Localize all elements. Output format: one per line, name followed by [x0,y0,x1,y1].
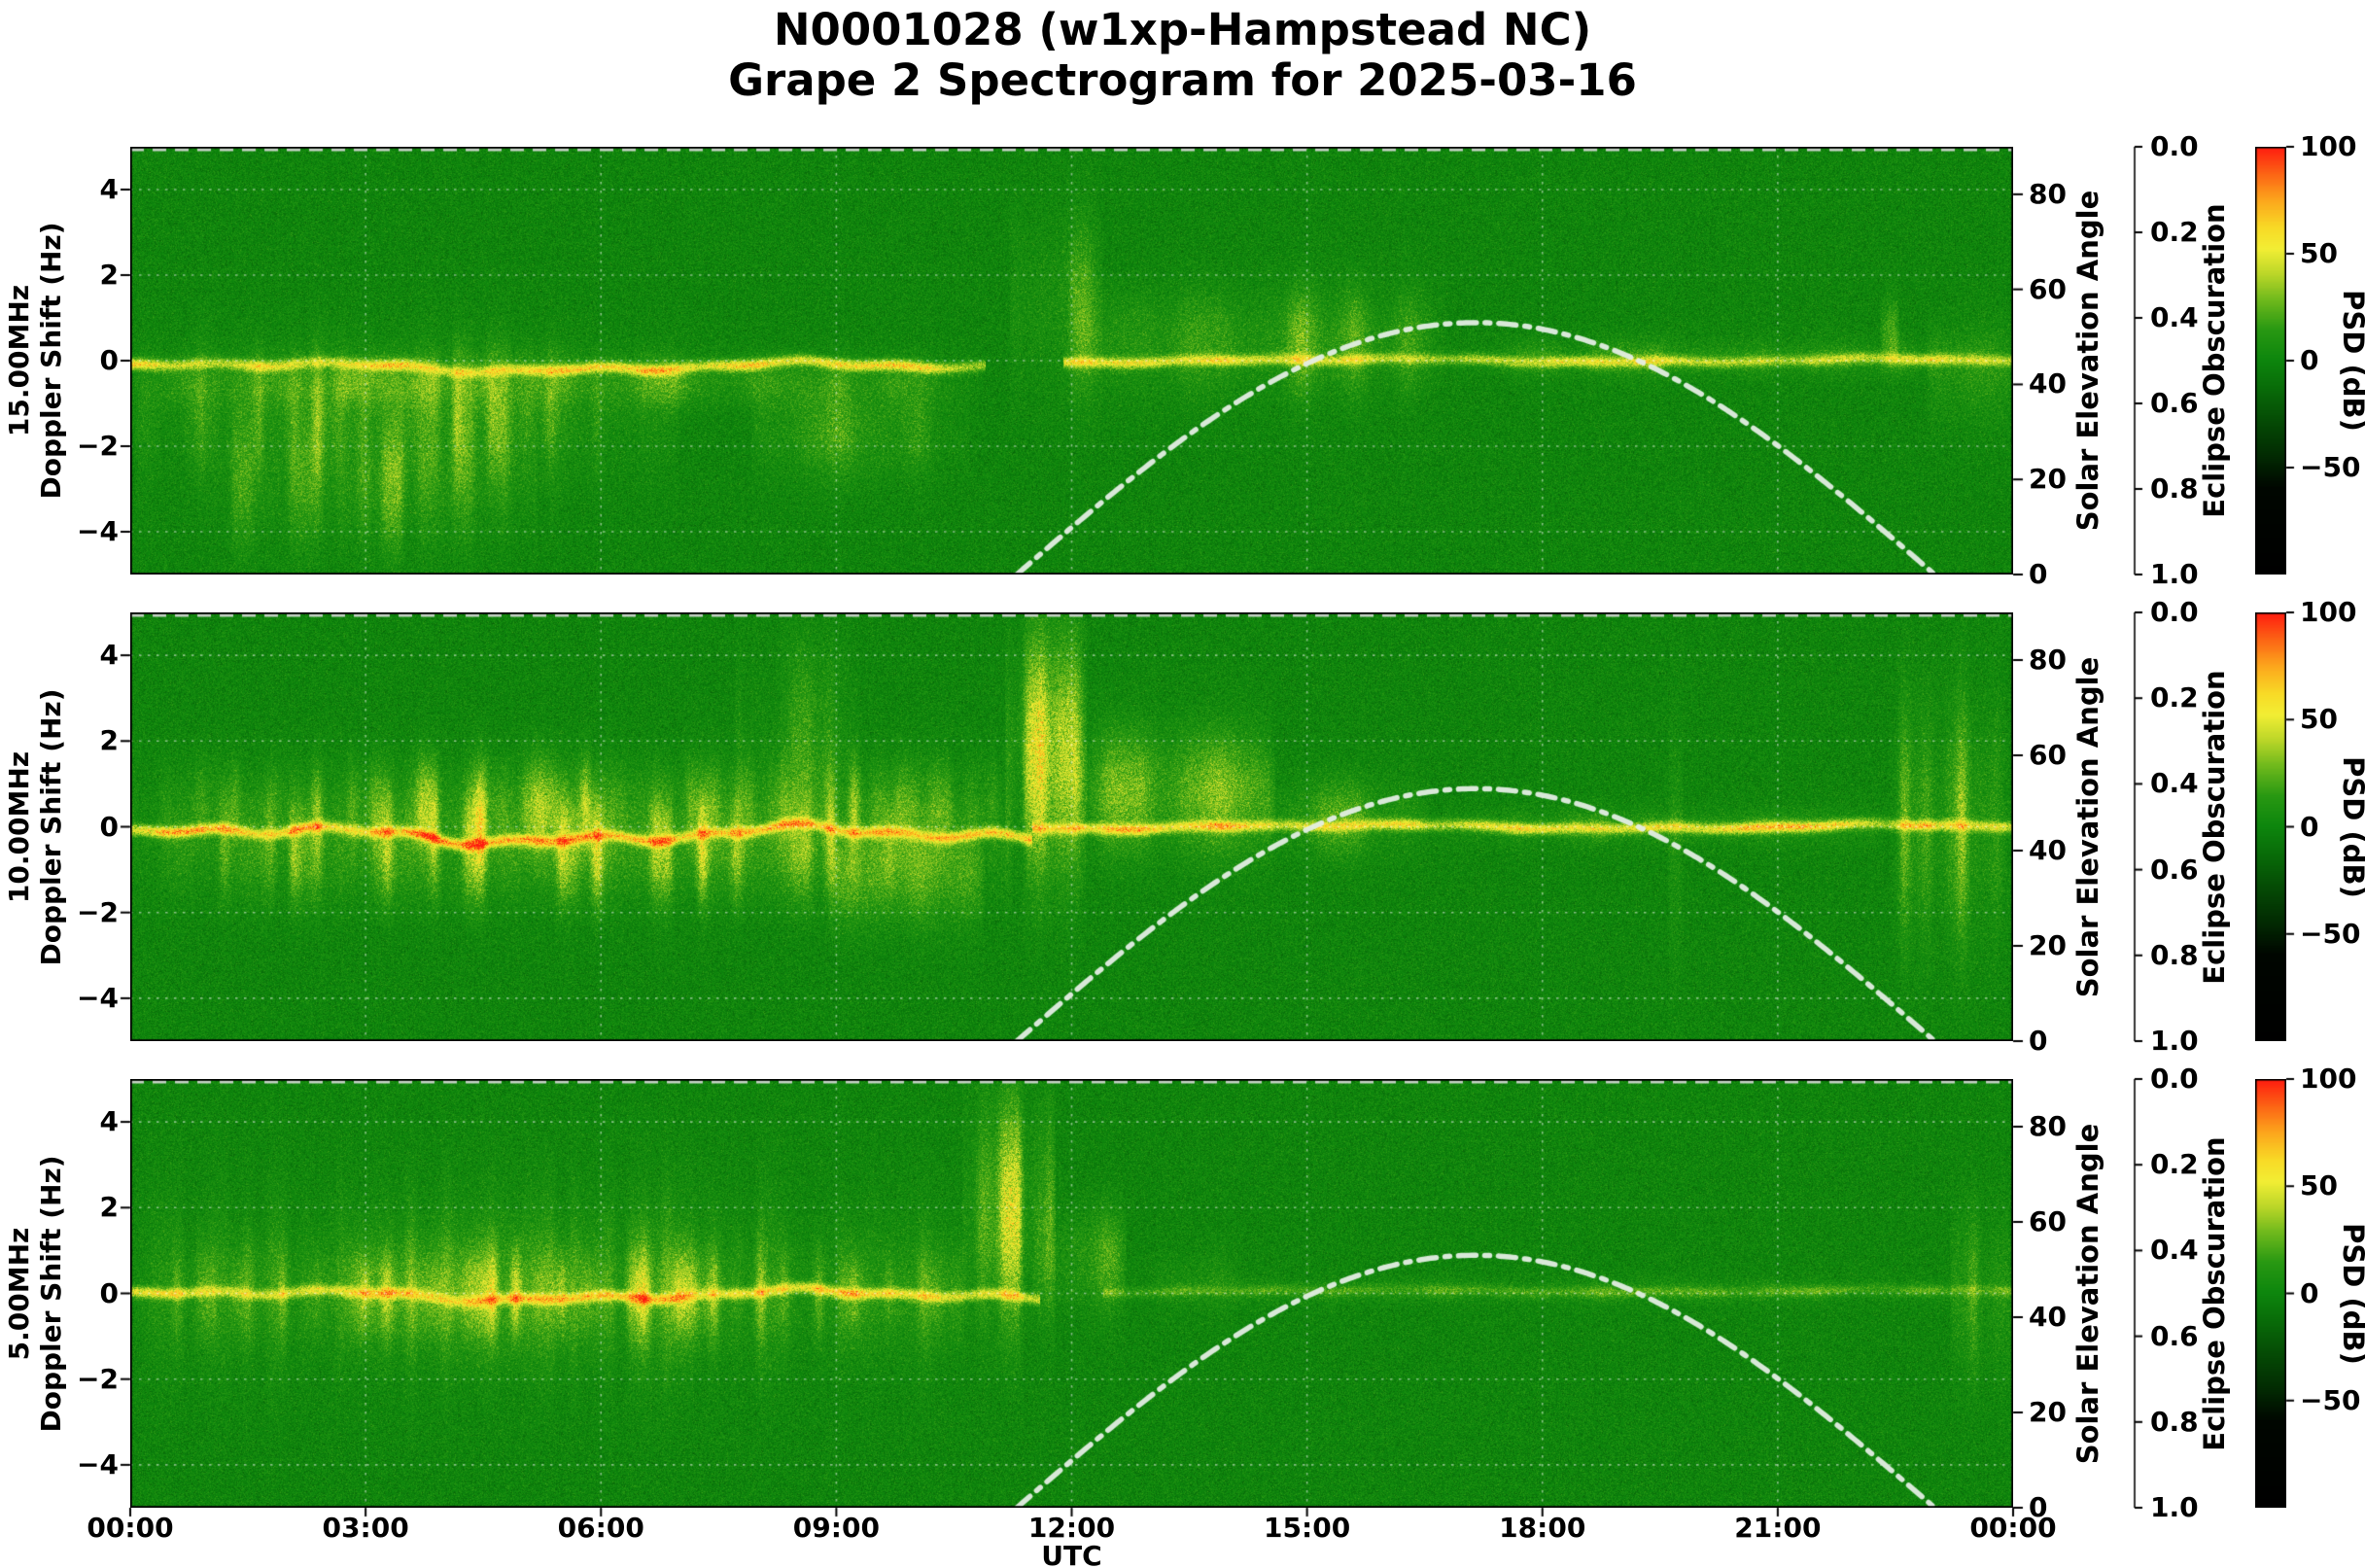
psd-tick-label: 100 [2300,1063,2357,1095]
eclipse-axis-title: Eclipse Obscuration [2198,669,2231,985]
x-tick-label: 09:00 [792,1512,880,1544]
solar-tick-label: 0 [2029,1491,2048,1523]
solar-axis-title: Solar Elevation Angle [2071,190,2104,532]
eclipse-tick-label: 0.2 [2150,681,2199,714]
psd-tick-label: 50 [2300,237,2338,269]
solar-tick-label: 20 [2029,929,2067,961]
psd-colorbar-1000mhz [2255,612,2286,1041]
solar-tick-label: 60 [2029,739,2067,771]
eclipse-tick-label: 1.0 [2150,558,2199,590]
doppler-tick-label: 4 [99,639,119,672]
doppler-tick-label: 0 [99,810,119,843]
spectrogram-canvas-1000mhz [130,612,2013,1041]
eclipse-tick-label: 0.0 [2150,130,2199,162]
doppler-axis-label-freq: 5.00MHz [3,1227,35,1360]
solar-tick-label: 80 [2029,177,2067,210]
psd-colorbar-title: PSD (dB) [2337,755,2365,898]
eclipse-tick-label: 0.4 [2150,767,2199,800]
eclipse-tick-label: 0.8 [2150,938,2199,971]
x-tick-label: 00:00 [1969,1512,2057,1544]
psd-tick-label: −50 [2300,917,2361,950]
x-tick-label: 15:00 [1264,1512,1351,1544]
eclipse-tick-label: 0.6 [2150,853,2199,886]
eclipse-axis-title: Eclipse Obscuration [2198,1135,2231,1451]
spectrogram-canvas-500mhz [130,1079,2013,1508]
psd-tick-label: 0 [2300,344,2319,376]
x-tick-label: 18:00 [1499,1512,1586,1544]
doppler-tick-label: −2 [77,1362,119,1395]
eclipse-tick-label: 0.4 [2150,1234,2199,1267]
psd-tick-label: 100 [2300,596,2357,628]
doppler-tick-label: −2 [77,430,119,462]
solar-tick-label: 60 [2029,1205,2067,1237]
doppler-tick-label: 2 [99,724,119,757]
psd-colorbar-1500mhz [2255,147,2286,575]
eclipse-tick-label: 1.0 [2150,1491,2199,1523]
psd-tick-label: 50 [2300,1169,2338,1202]
eclipse-tick-label: 0.4 [2150,301,2199,333]
eclipse-tick-label: 0.0 [2150,1063,2199,1095]
spectrogram-canvas-1500mhz [130,147,2013,575]
eclipse-tick-label: 0.8 [2150,1405,2199,1438]
psd-colorbar-title: PSD (dB) [2337,1222,2365,1365]
psd-tick-label: −50 [2300,451,2361,483]
x-tick-label: 21:00 [1734,1512,1822,1544]
solar-tick-label: 80 [2029,1110,2067,1142]
eclipse-tick-label: 0.8 [2150,472,2199,505]
doppler-tick-label: −4 [77,515,119,547]
psd-tick-label: 100 [2300,130,2357,162]
solar-tick-label: 20 [2029,1396,2067,1428]
doppler-axis-label-freq: 10.00MHz [3,750,35,903]
solar-tick-label: 40 [2029,367,2067,401]
doppler-tick-label: 0 [99,1276,119,1309]
doppler-tick-label: −4 [77,1447,119,1481]
eclipse-tick-label: 0.2 [2150,1148,2199,1181]
psd-tick-label: −50 [2300,1383,2361,1416]
solar-axis-title: Solar Elevation Angle [2071,1123,2104,1464]
solar-tick-label: 40 [2029,834,2067,866]
solar-tick-label: 20 [2029,463,2067,496]
eclipse-tick-label: 0.6 [2150,387,2199,419]
eclipse-axis-title: Eclipse Obscuration [2198,203,2231,518]
x-tick-label: 03:00 [322,1512,409,1544]
eclipse-tick-label: 0.2 [2150,216,2199,248]
doppler-axis-label-freq: 15.00MHz [3,284,35,437]
eclipse-tick-label: 0.0 [2150,596,2199,628]
doppler-tick-label: 4 [99,1105,119,1138]
x-tick-label: 00:00 [87,1512,174,1544]
x-tick-label: 06:00 [557,1512,644,1544]
doppler-tick-label: 2 [99,259,119,291]
psd-tick-label: 0 [2300,810,2319,843]
x-axis-title: UTC [1041,1540,1102,1568]
solar-tick-label: 80 [2029,644,2067,676]
eclipse-tick-label: 0.6 [2150,1319,2199,1352]
doppler-tick-label: 0 [99,344,119,376]
solar-tick-label: 40 [2029,1301,2067,1333]
doppler-tick-label: 4 [99,173,119,205]
solar-tick-label: 0 [2029,1025,2048,1057]
solar-axis-title: Solar Elevation Angle [2071,656,2104,997]
doppler-tick-label: −4 [77,981,119,1014]
doppler-tick-label: 2 [99,1191,119,1224]
solar-tick-label: 0 [2029,558,2048,590]
psd-tick-label: 0 [2300,1276,2319,1309]
psd-colorbar-title: PSD (dB) [2337,290,2365,432]
solar-tick-label: 60 [2029,272,2067,305]
psd-tick-label: 50 [2300,703,2338,736]
doppler-tick-label: −2 [77,895,119,928]
eclipse-tick-label: 1.0 [2150,1025,2199,1057]
x-tick-label: 12:00 [1027,1512,1116,1544]
psd-colorbar-500mhz [2255,1079,2286,1508]
